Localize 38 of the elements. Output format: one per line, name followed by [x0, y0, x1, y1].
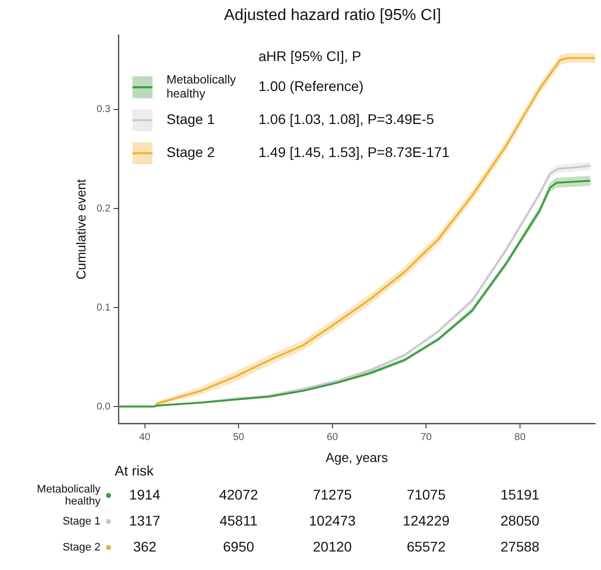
text: Metabolically healthy — [36, 483, 100, 508]
text: 124229 — [402, 512, 450, 528]
text: 20120 — [312, 538, 352, 554]
text: 15191 — [500, 486, 540, 502]
text: 6950 — [222, 538, 254, 554]
y-tick-label: 0.0 — [96, 401, 111, 412]
text: 1317 — [129, 512, 161, 528]
legend-label: Stage 1 — [166, 111, 215, 128]
y-tick-label: 0.2 — [96, 203, 111, 214]
annotation: aHR [95% CI], P — [258, 48, 362, 64]
x-tick-label: 70 — [420, 432, 432, 444]
text: 1914 — [129, 486, 161, 502]
chart-title: Adjusted hazard ratio [95% CI] — [224, 7, 442, 24]
x-tick-label: 40 — [139, 432, 151, 444]
text: 71275 — [312, 486, 352, 502]
x-tick-label: 60 — [326, 432, 338, 444]
x-tick-label: 50 — [233, 432, 245, 444]
text: At risk — [114, 462, 155, 478]
text: Stage 1 — [62, 515, 100, 528]
x-axis-title: Age, years — [326, 450, 388, 465]
legend-label: Stage 2 — [166, 144, 215, 160]
text: 45811 — [220, 512, 258, 528]
text: Stage 2 — [62, 541, 100, 554]
y-tick-label: 0.1 — [96, 302, 111, 314]
text: 65572 — [406, 538, 446, 554]
annotation: 1.00 (Reference) — [258, 78, 364, 94]
annotation: 1.49 [1.45, 1.53], P=8.73E-171 — [258, 144, 450, 160]
text: 102473 — [309, 512, 356, 528]
text: 42072 — [219, 486, 258, 502]
text: 362 — [133, 538, 157, 554]
text: 27588 — [500, 538, 540, 554]
annotation: 1.06 [1.03, 1.08], P=3.49E-5 — [258, 111, 434, 128]
y-tick-label: 0.3 — [96, 104, 111, 116]
text: 71075 — [406, 486, 446, 502]
text: 28050 — [500, 512, 540, 528]
legend-label: Metabolically healthy — [166, 72, 236, 101]
x-tick-label: 80 — [514, 432, 526, 444]
y-axis-title: Cumulative event — [73, 178, 88, 280]
